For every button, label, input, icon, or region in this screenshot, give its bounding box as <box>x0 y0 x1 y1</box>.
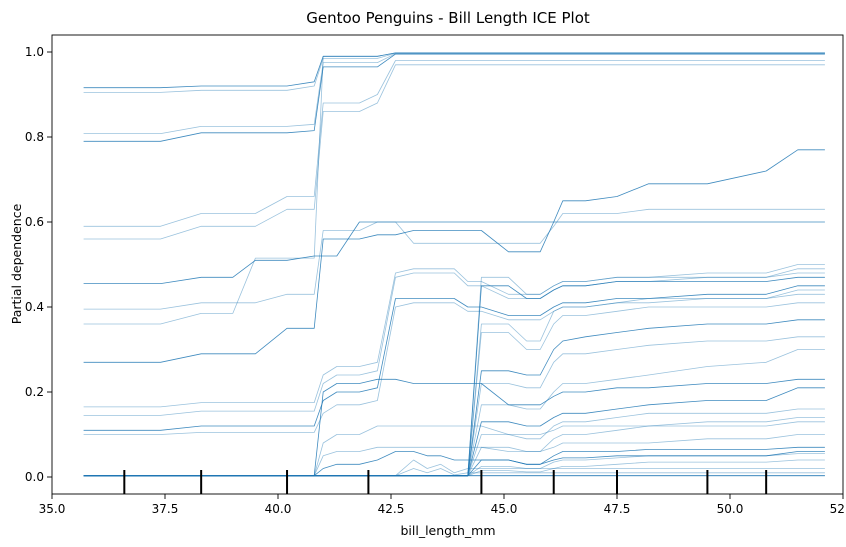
ice-line <box>83 52 825 89</box>
ice-line <box>83 459 825 477</box>
x-axis-ticks: 35.0 37.5 40.0 42.5 45.0 47.5 50.0 52.5 <box>39 494 846 516</box>
ice-line <box>83 293 825 477</box>
ice-lines <box>83 52 825 477</box>
ice-line <box>83 285 825 431</box>
ice-line <box>83 221 825 285</box>
ice-line <box>83 468 825 477</box>
ice-line <box>83 421 825 477</box>
y-tick-label: 0.4 <box>25 300 44 314</box>
y-axis-ticks: 0.0 0.2 0.4 0.6 0.8 1.0 <box>25 45 52 484</box>
ice-line <box>83 319 825 477</box>
x-tick-label: 37.5 <box>152 502 179 516</box>
y-axis-label: Partial dependence <box>9 203 24 324</box>
ice-line <box>83 264 825 408</box>
ice-line <box>83 289 825 435</box>
x-tick-label: 35.0 <box>39 502 66 516</box>
ice-line <box>83 446 825 477</box>
x-tick-label: 47.5 <box>604 502 631 516</box>
ice-line <box>83 149 825 363</box>
x-tick-label: 45.0 <box>491 502 518 516</box>
ice-line <box>83 60 825 227</box>
ice-line <box>83 52 825 325</box>
ice-line <box>83 434 825 477</box>
x-axis-label: bill_length_mm <box>400 523 495 538</box>
ice-line <box>83 268 825 416</box>
y-tick-label: 1.0 <box>25 45 44 59</box>
ice-line <box>83 349 825 477</box>
ice-line <box>83 208 825 310</box>
y-tick-label: 0.0 <box>25 470 44 484</box>
rug-marks <box>123 470 768 494</box>
y-tick-label: 0.6 <box>25 215 44 229</box>
ice-line <box>83 53 825 135</box>
ice-line <box>83 451 825 477</box>
ice-line <box>83 336 825 477</box>
y-tick-label: 0.8 <box>25 130 44 144</box>
ice-line <box>83 378 825 477</box>
x-tick-label: 42.5 <box>378 502 405 516</box>
plot-frame <box>51 34 844 495</box>
ice-line <box>83 64 825 240</box>
ice-line <box>83 52 825 93</box>
ice-line <box>83 53 825 142</box>
x-tick-label: 40.0 <box>265 502 292 516</box>
y-tick-label: 0.2 <box>25 385 44 399</box>
ice-line <box>83 387 825 477</box>
x-tick-label: 50.0 <box>717 502 744 516</box>
x-tick-label: 52.5 <box>830 502 846 516</box>
ice-line <box>83 408 825 477</box>
chart-title: Gentoo Penguins - Bill Length ICE Plot <box>306 9 590 27</box>
